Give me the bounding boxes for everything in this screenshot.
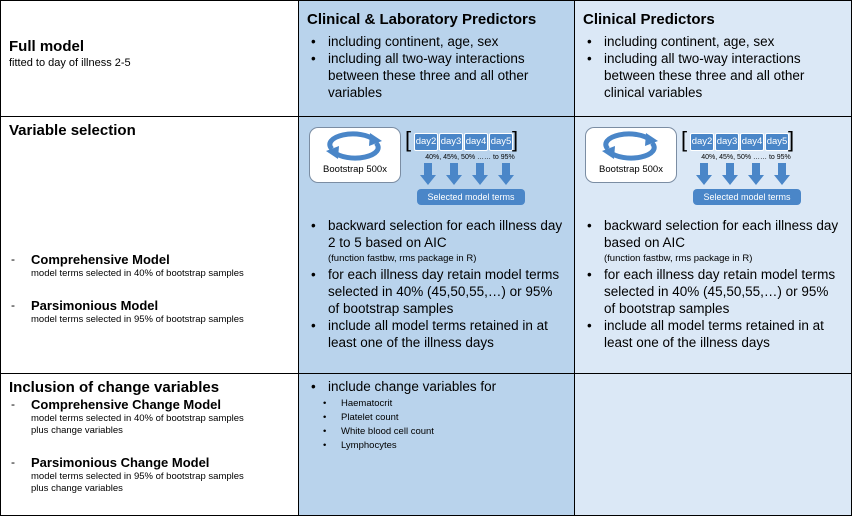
refresh-cycle-icon: [602, 131, 658, 161]
day-box: day2: [690, 133, 714, 151]
selected-terms-box: Selected model terms: [693, 189, 801, 205]
clinical-lab-full-cell: Clinical & Laboratory Predictors includi…: [298, 0, 575, 117]
include-terms-bullet: include all model terms retained in at l…: [307, 317, 566, 351]
bracket-open: [: [681, 127, 688, 152]
change-variables-title: Inclusion of change variables: [9, 379, 220, 396]
change-variable-item: Lymphocytes: [307, 439, 566, 453]
bullet-main: backward selection for each illness day …: [604, 218, 839, 250]
clinical-selection-cell: Bootstrap 500x [ day2 day3 day4 day5 ] 4…: [574, 116, 852, 374]
full-model-cell: Full model fitted to day of illness 2-5: [0, 0, 299, 117]
parsimonious-change-name: Parsimonious Change Model: [31, 455, 210, 470]
change-variable-item: Platelet count: [307, 411, 566, 425]
bootstrap-label: Bootstrap 500x: [323, 164, 387, 175]
dash-marker: -: [11, 397, 15, 411]
comprehensive-change-desc: model terms selected in 40% of bootstrap…: [31, 413, 244, 424]
bullet-main: backward selection for each illness day …: [328, 218, 563, 250]
full-model-subtitle: fitted to day of illness 2-5: [9, 57, 131, 69]
clinical-lab-header: Clinical & Laboratory Predictors: [307, 11, 537, 28]
comprehensive-model-item: - Comprehensive Model model terms select…: [9, 252, 290, 280]
bracket-close: ]: [788, 127, 795, 152]
day-boxes: day2 day3 day4 day5: [414, 133, 514, 151]
change-variables-bullet: include change variables for: [307, 378, 566, 395]
retain-terms-bullet: for each illness day retain model terms …: [307, 266, 566, 317]
day-box: day4: [740, 133, 764, 151]
bootstrap-box: Bootstrap 500x: [585, 127, 677, 183]
dash-marker: -: [11, 252, 15, 266]
dash-marker: -: [11, 455, 15, 469]
day-box: day4: [464, 133, 488, 151]
clinical-lab-change-cell: include change variables for Haematocrit…: [298, 373, 575, 516]
variable-selection-cell: Variable selection - Comprehensive Model…: [0, 116, 299, 374]
retain-terms-bullet: for each illness day retain model terms …: [583, 266, 843, 317]
down-arrows-icon: [420, 163, 514, 185]
selected-terms-box: Selected model terms: [417, 189, 525, 205]
variable-selection-title: Variable selection: [9, 122, 136, 139]
parsimonious-model-desc: model terms selected in 95% of bootstrap…: [31, 314, 244, 325]
bootstrap-diagram: Bootstrap 500x [ day2 day3 day4 day5 ] 4…: [583, 123, 843, 215]
day-box: day2: [414, 133, 438, 151]
change-variable-item: White blood cell count: [307, 425, 566, 439]
comprehensive-model-name: Comprehensive Model: [31, 252, 170, 267]
parsimonious-model-name: Parsimonious Model: [31, 298, 159, 313]
change-variable-item: Haematocrit: [307, 397, 566, 411]
parsimonious-change-desc: model terms selected in 95% of bootstrap…: [31, 471, 244, 482]
clinical-change-cell: [574, 373, 852, 516]
day-box: day3: [715, 133, 739, 151]
bullet-note: (function fastbw, rms package in R): [328, 253, 477, 264]
include-terms-bullet: include all model terms retained in at l…: [583, 317, 843, 351]
backward-selection-bullet: backward selection for each illness day …: [583, 217, 843, 266]
change-variables-cell: Inclusion of change variables - Comprehe…: [0, 373, 299, 516]
bootstrap-label: Bootstrap 500x: [599, 164, 663, 175]
bootstrap-diagram: Bootstrap 500x [ day2 day3 day4 day5 ] 4…: [307, 123, 566, 215]
clinical-header: Clinical Predictors: [583, 11, 715, 28]
day-box: day3: [439, 133, 463, 151]
clinical-lab-full-bullet: including continent, age, sex: [307, 33, 566, 50]
bullet-main: include change variables for: [328, 379, 497, 394]
clinical-full-bullet: including all two-way interactions betwe…: [583, 50, 843, 101]
clinical-full-cell: Clinical Predictors including continent,…: [574, 0, 852, 117]
day-box: day5: [765, 133, 789, 151]
day-box: day5: [489, 133, 513, 151]
day-boxes: day2 day3 day4 day5: [690, 133, 790, 151]
bootstrap-box: Bootstrap 500x: [309, 127, 401, 183]
parsimonious-model-item: - Parsimonious Model model terms selecte…: [9, 298, 290, 326]
bracket-open: [: [405, 127, 412, 152]
backward-selection-bullet: backward selection for each illness day …: [307, 217, 566, 266]
clinical-full-bullet: including continent, age, sex: [583, 33, 843, 50]
comprehensive-change-desc2: plus change variables: [31, 425, 123, 436]
percentage-range: 40%, 45%, 50% …… to 95%: [701, 154, 791, 161]
percentage-range: 40%, 45%, 50% …… to 95%: [425, 154, 515, 161]
dash-marker: -: [11, 298, 15, 312]
parsimonious-change-item: - Parsimonious Change Model model terms …: [9, 455, 290, 495]
comprehensive-change-name: Comprehensive Change Model: [31, 397, 221, 412]
bullet-note: (function fastbw, rms package in R): [604, 253, 753, 264]
down-arrows-icon: [696, 163, 790, 185]
clinical-lab-selection-cell: Bootstrap 500x [ day2 day3 day4 day5 ] 4…: [298, 116, 575, 374]
comprehensive-change-item: - Comprehensive Change Model model terms…: [9, 397, 290, 437]
full-model-title: Full model: [9, 38, 84, 55]
clinical-lab-full-bullet: including all two-way interactions betwe…: [307, 50, 566, 101]
parsimonious-change-desc2: plus change variables: [31, 483, 123, 494]
comprehensive-model-desc: model terms selected in 40% of bootstrap…: [31, 268, 244, 279]
bracket-close: ]: [512, 127, 519, 152]
refresh-cycle-icon: [326, 131, 382, 161]
